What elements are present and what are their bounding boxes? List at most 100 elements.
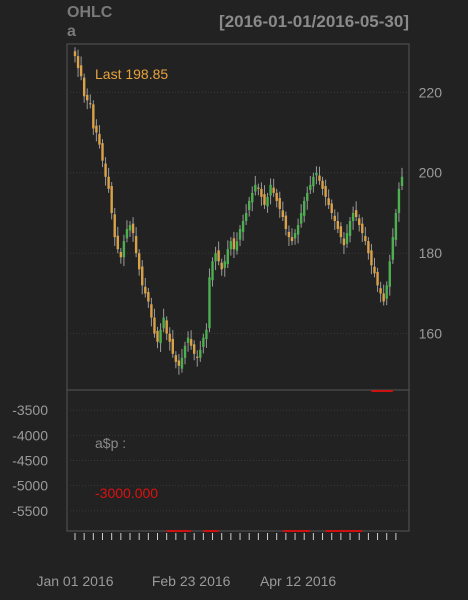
candle-body <box>162 317 165 329</box>
candle-body <box>202 337 205 347</box>
candle-body <box>76 56 80 69</box>
date-range-label: [2016-01-01/2016-05-30] <box>219 12 409 31</box>
candle-body <box>153 317 156 334</box>
candle-body <box>229 241 233 250</box>
candle-body <box>147 292 150 302</box>
candle-body <box>141 266 144 286</box>
candle-body <box>321 180 324 189</box>
candle-body <box>354 210 358 217</box>
candle-body <box>391 237 395 260</box>
candle-body <box>134 235 138 254</box>
candle-body <box>342 238 346 246</box>
candle-body <box>281 210 285 217</box>
candle-body <box>168 333 171 342</box>
candle-body <box>128 225 132 231</box>
candle-body <box>272 187 275 193</box>
candle-body <box>333 215 336 222</box>
candle-body <box>299 212 303 224</box>
candle-body <box>364 235 367 242</box>
indicator-series-label: a$p : <box>95 435 126 451</box>
candle-body <box>315 172 318 176</box>
indicator-value-label: -3000.000 <box>95 485 158 501</box>
candle-body <box>376 271 379 286</box>
candle-body <box>400 176 404 187</box>
candle-body <box>309 184 312 191</box>
candle-body <box>382 293 385 302</box>
candle-body <box>82 77 86 97</box>
candle-body <box>150 304 153 318</box>
candle-body <box>394 212 398 240</box>
chart-title-line2: a <box>67 23 76 40</box>
candle-body <box>260 188 263 197</box>
candle-body <box>205 329 208 340</box>
candle-body <box>165 320 168 334</box>
x-axis-label: Feb 23 2016 <box>152 573 231 589</box>
candle-body <box>137 253 141 270</box>
candle-body <box>251 192 254 203</box>
price-tick-label: 160 <box>419 326 443 342</box>
indicator-tick-label: -5000 <box>12 478 48 494</box>
candle-body <box>351 212 355 222</box>
candle-body <box>241 221 245 232</box>
candle-body <box>101 143 104 161</box>
candle-body <box>113 214 116 238</box>
candle-body <box>220 262 223 270</box>
candle-body <box>358 218 361 226</box>
candle-body <box>174 355 178 362</box>
candle-body <box>293 233 297 239</box>
candle-body <box>324 186 327 197</box>
x-axis-label: Jan 01 2016 <box>36 573 113 589</box>
chart-title-line1: OHLC <box>67 4 113 21</box>
candle-body <box>370 250 373 266</box>
candle-body <box>379 288 382 294</box>
candle-body <box>107 176 110 189</box>
price-tick-label: 200 <box>419 165 443 181</box>
candle-body <box>156 330 159 342</box>
candle-body <box>232 238 236 250</box>
candle-body <box>79 65 83 77</box>
candle-body <box>192 344 196 354</box>
candle-body <box>327 198 330 205</box>
candle-body <box>199 349 202 358</box>
candle-body <box>131 223 135 234</box>
candle-body <box>196 356 199 358</box>
candle-body <box>86 94 89 101</box>
candle-body <box>208 277 211 329</box>
indicator-tick-label: -3500 <box>12 402 48 418</box>
candle-body <box>287 231 291 238</box>
candle-body <box>211 261 214 281</box>
candle-body <box>95 125 98 133</box>
candle-body <box>98 133 101 145</box>
candle-body <box>217 250 220 262</box>
candle-body <box>318 175 321 181</box>
candle-body <box>144 286 147 294</box>
candle-body <box>244 212 248 222</box>
candle-body <box>306 192 309 201</box>
candle-body <box>214 253 217 262</box>
candle-body <box>171 338 174 354</box>
candle-body <box>303 200 306 216</box>
candle-body <box>159 329 162 344</box>
indicator-tick-label: -4500 <box>12 453 48 469</box>
candle-body <box>339 226 343 238</box>
candle-body <box>269 184 272 196</box>
candle-body <box>186 337 190 343</box>
candle-body <box>223 261 226 268</box>
candle-body <box>345 233 349 244</box>
candle-body <box>122 241 126 258</box>
candle-body <box>116 235 119 250</box>
candle-body <box>226 249 230 265</box>
candle-body <box>89 103 92 105</box>
candle-body <box>330 203 333 213</box>
candle-body <box>275 192 278 201</box>
candle-body <box>397 188 401 213</box>
candle-body <box>247 200 251 211</box>
candle-body <box>104 163 107 177</box>
candle-body <box>348 221 352 236</box>
last-price-label: Last 198.85 <box>95 66 168 82</box>
candle-body <box>361 223 364 234</box>
candle-body <box>177 360 181 366</box>
candle-body <box>110 186 113 213</box>
indicator-tick-label: -5500 <box>12 503 48 519</box>
